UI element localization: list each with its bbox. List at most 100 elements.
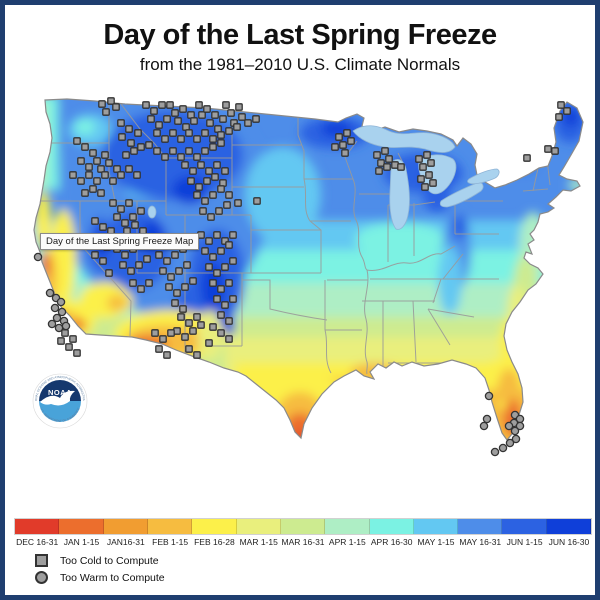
too-warm-station-circle: [45, 288, 55, 298]
too-cold-station-square: [91, 217, 99, 225]
too-cold-station-square: [195, 183, 203, 191]
legend-bin-label: JUN 1-15: [506, 537, 543, 547]
too-cold-station-square: [98, 100, 106, 108]
too-cold-station-square: [201, 197, 209, 205]
too-cold-station-square: [113, 213, 121, 221]
too-cold-station-square: [429, 179, 437, 187]
too-cold-station-square: [85, 163, 93, 171]
too-cold-station-square: [167, 329, 175, 337]
too-warm-station-circle: [47, 319, 57, 329]
too-cold-station-square: [93, 177, 101, 185]
too-cold-station-square: [225, 191, 233, 199]
too-cold-station-square: [225, 241, 233, 249]
too-warm-station-circle: [504, 421, 514, 431]
too-cold-station-square: [217, 131, 225, 139]
too-cold-station-square: [203, 105, 211, 113]
too-cold-station-square: [181, 283, 189, 291]
too-cold-station-square: [347, 137, 355, 145]
too-cold-station-square: [109, 199, 117, 207]
legend-bin-labels: DEC 16-31 JAN 1-15 JAN16-31 FEB 1-15 FEB 16-…: [15, 537, 591, 547]
too-cold-station-square: [209, 323, 217, 331]
too-cold-station-square: [235, 103, 243, 111]
too-cold-station-square: [335, 133, 343, 141]
too-cold-station-square: [99, 223, 107, 231]
too-cold-station-square: [217, 247, 225, 255]
legend-bin-label: FEB 1-15: [152, 537, 189, 547]
legend-bin-swatch: [192, 519, 237, 534]
too-cold-station-square: [544, 145, 552, 153]
too-cold-station-square: [81, 143, 89, 151]
too-cold-station-square: [145, 141, 153, 149]
too-cold-station-square: [205, 339, 213, 347]
too-cold-station-square: [127, 139, 135, 147]
too-cold-station-square: [205, 237, 213, 245]
too-cold-station-square: [85, 171, 93, 179]
too-cold-station-square: [143, 255, 151, 263]
too-cold-station-square: [69, 335, 77, 343]
too-cold-station-square: [213, 269, 221, 277]
lake-superior: [352, 125, 456, 153]
too-cold-station-square: [197, 321, 205, 329]
too-cold-station-square: [193, 135, 201, 143]
us-freeze-map[interactable]: NOAA NATIONAL OCEANIC AND ATMOSPHERIC AD…: [5, 5, 600, 600]
map-tooltip[interactable]: Day of the Last Spring Freeze Map: [40, 233, 200, 250]
too-cold-station-square: [117, 171, 125, 179]
too-cold-station-square: [341, 149, 349, 157]
too-cold-station-square: [383, 163, 391, 171]
too-cold-station-square: [183, 261, 191, 269]
too-cold-station-square: [179, 105, 187, 113]
too-warm-station-circle: [511, 434, 521, 444]
too-cold-station-square: [77, 177, 85, 185]
legend-bin-label: APR 16-30: [370, 537, 413, 547]
too-cold-station-square: [165, 283, 173, 291]
too-cold-station-square: [563, 107, 571, 115]
too-cold-station-square: [219, 115, 227, 123]
too-cold-station-square: [185, 345, 193, 353]
too-cold-station-square: [215, 207, 223, 215]
too-cold-station-square: [150, 107, 158, 115]
too-warm-station-circle: [482, 414, 492, 424]
too-cold-station-square: [221, 167, 229, 175]
lake-michigan: [389, 159, 410, 230]
too-cold-station-square: [153, 129, 161, 137]
too-cold-station-square: [97, 189, 105, 197]
too-cold-station-square: [209, 191, 217, 199]
too-cold-station-square: [73, 349, 81, 357]
too-cold-station-square: [137, 143, 145, 151]
too-cold-station-square: [65, 343, 73, 351]
too-cold-station-square: [129, 213, 137, 221]
legend-bin-label: APR 1-15: [328, 537, 366, 547]
legend-bin-label: MAR 1-15: [239, 537, 278, 547]
too-cold-station-square: [213, 231, 221, 239]
too-cold-station-square: [171, 251, 179, 259]
legend-bin-swatch: [15, 519, 60, 534]
too-cold-station-square: [198, 111, 206, 119]
great-salt-lake: [147, 205, 157, 219]
too-cold-station-square: [163, 351, 171, 359]
too-cold-station-square: [190, 117, 198, 125]
too-cold-station-square: [381, 147, 389, 155]
too-cold-station-square: [227, 109, 235, 117]
too-cold-station-square: [419, 163, 427, 171]
us-outline: [33, 98, 584, 441]
too-cold-station-square: [229, 257, 237, 265]
too-cold-station-square: [213, 161, 221, 169]
too-cold-station-square: [252, 115, 260, 123]
too-cold-station-square: [119, 261, 127, 269]
too-cold-station-square: [93, 157, 101, 165]
too-cold-station-square: [193, 351, 201, 359]
too-cold-station-square: [175, 267, 183, 275]
too-cold-station-square: [417, 175, 425, 183]
too-cold-station-square: [125, 165, 133, 173]
too-cold-station-square: [375, 167, 383, 175]
too-cold-station-square: [197, 161, 205, 169]
too-cold-station-square: [155, 251, 163, 259]
too-cold-station-square: [397, 163, 405, 171]
too-warm-station-circle: [515, 421, 525, 431]
too-cold-station-square: [423, 151, 431, 159]
too-cold-station-square: [177, 313, 185, 321]
too-cold-station-square: [187, 177, 195, 185]
legend-bin-label: JUN 16-30: [548, 537, 590, 547]
too-cold-station-square: [61, 329, 69, 337]
too-cold-station-square: [89, 149, 97, 157]
